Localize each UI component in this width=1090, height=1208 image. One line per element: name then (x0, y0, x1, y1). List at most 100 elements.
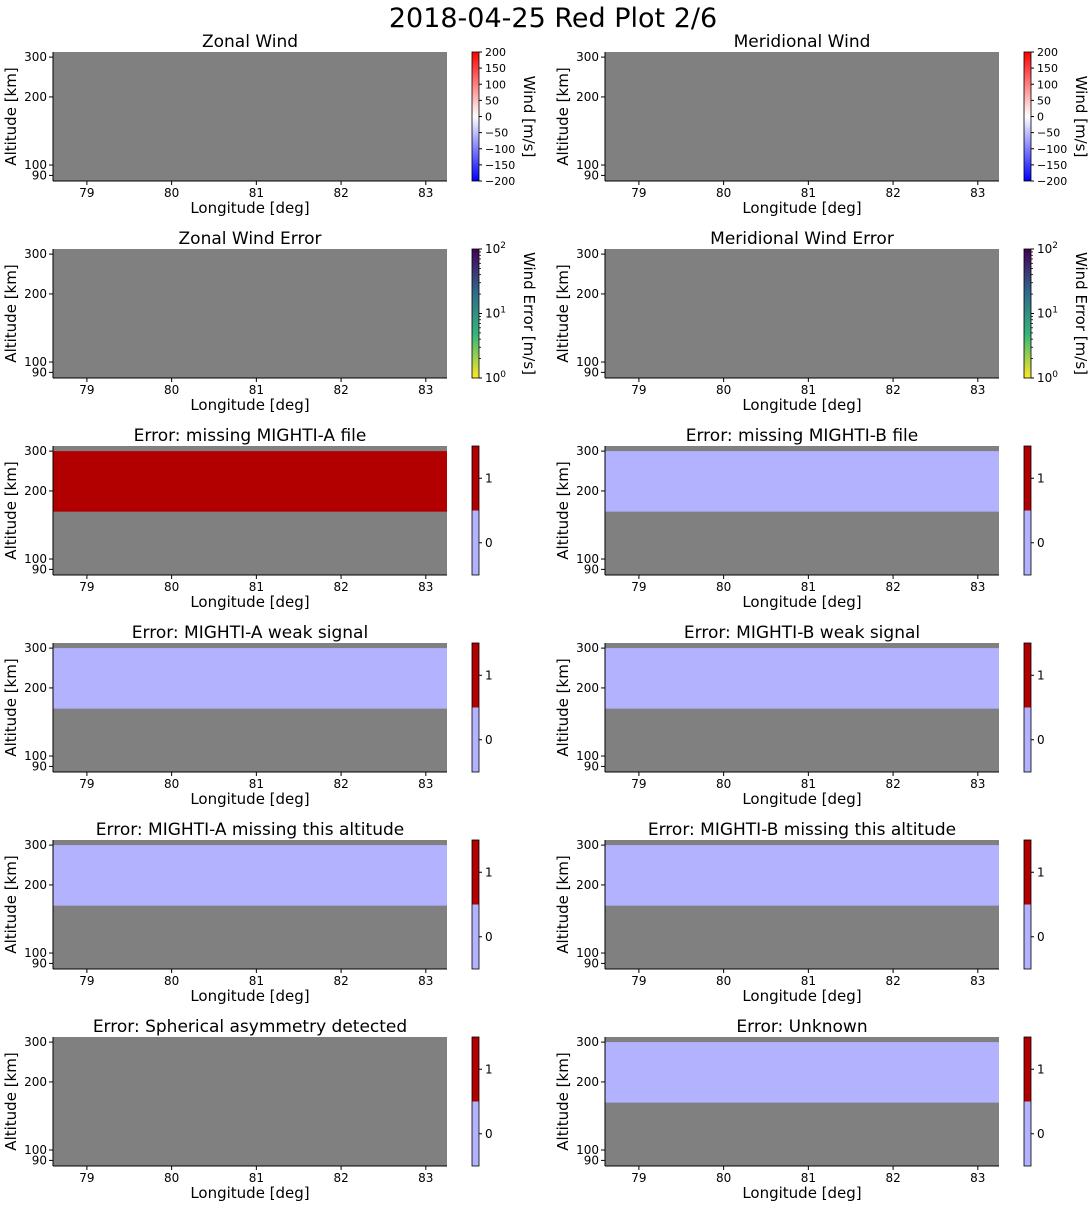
colorbar-tick-label: 0 (1037, 536, 1045, 550)
y-tick-label: 300 (576, 1035, 599, 1049)
colorbar-tick-label: 0 (485, 536, 493, 550)
y-axis-label: Altitude [km] (2, 658, 20, 756)
x-tick-label: 79 (631, 186, 646, 200)
colorbar-tick-label: 0 (485, 111, 492, 124)
colorbar-label: Wind [m/s] (520, 76, 538, 158)
x-tick-label: 81 (801, 186, 816, 200)
colorbar: 102 101 100 Wind Error [m/s] (1023, 241, 1090, 385)
y-tick-label: 300 (576, 838, 599, 852)
y-tick-label: 100 (576, 946, 599, 960)
x-tick-label: 79 (631, 777, 646, 791)
y-tick-label: 90 (584, 365, 599, 379)
colorbar-tick-label: 0 (1037, 733, 1045, 747)
x-tick-label: 83 (418, 777, 433, 791)
x-tick-label: 83 (418, 383, 433, 397)
y-tick-label: 200 (24, 681, 47, 695)
x-tick-label: 81 (249, 580, 264, 594)
y-tick-label: 300 (24, 50, 47, 64)
colorbar-tick-label: 102 (1037, 241, 1058, 256)
x-tick-label: 79 (631, 580, 646, 594)
y-tick-label: 100 (24, 355, 47, 369)
y-tick-label: 200 (576, 1075, 599, 1089)
colorbar-tick-label: 1 (1037, 668, 1045, 682)
colorbar-tick-label: 0 (1037, 111, 1044, 124)
colorbar-frame (471, 445, 480, 576)
y-tick-label: 100 (576, 355, 599, 369)
x-tick-label: 81 (249, 777, 264, 791)
y-tick-label: 300 (24, 1035, 47, 1049)
y-axis-label: Altitude [km] (554, 658, 572, 756)
colorbar-segment-0 (1024, 510, 1031, 575)
x-tick-label: 79 (79, 974, 94, 988)
colorbar-gradient (1023, 248, 1032, 379)
y-axis-label: Altitude [km] (554, 855, 572, 953)
x-tick-label: 82 (885, 383, 900, 397)
x-tick-label: 81 (249, 383, 264, 397)
x-axis-label: Longitude [deg] (742, 199, 861, 217)
colorbar-segment-0 (1024, 707, 1031, 772)
panel-title: Error: MIGHTI-A weak signal (132, 623, 368, 643)
panel-title: Error: missing MIGHTI-B file (686, 426, 918, 446)
panel-4: Error: missing MIGHTI-A file 79 80 81 82 83 90… (2, 426, 493, 611)
y-tick-label: 200 (24, 1075, 47, 1089)
panel-title: Error: MIGHTI-A missing this altitude (96, 820, 404, 840)
panel-title: Zonal Wind Error (179, 229, 322, 249)
colorbar-frame (471, 642, 480, 773)
x-tick-label: 83 (970, 777, 985, 791)
colorbar-segment-1 (1024, 840, 1031, 905)
y-tick-label: 100 (24, 749, 47, 763)
colorbar-tick-label: 150 (485, 62, 506, 75)
y-tick-label: 100 (24, 946, 47, 960)
colorbar-frame (1023, 1036, 1032, 1167)
panel-title: Meridional Wind (734, 32, 871, 52)
x-axis-label: Longitude [deg] (742, 790, 861, 808)
y-tick-label: 200 (576, 484, 599, 498)
plot-background (605, 249, 999, 378)
x-tick-label: 80 (716, 186, 731, 200)
x-tick-label: 82 (885, 186, 900, 200)
x-axis-label: Longitude [deg] (742, 593, 861, 611)
y-tick-label: 100 (576, 1143, 599, 1157)
colorbar-tick-label: −150 (1037, 159, 1067, 172)
colorbar-tick-label: −100 (485, 143, 515, 156)
x-tick-label: 80 (716, 580, 731, 594)
colorbar-tick-label: −50 (485, 127, 508, 140)
x-tick-label: 80 (164, 186, 179, 200)
x-tick-label: 82 (885, 580, 900, 594)
colorbar-segment-1 (472, 643, 479, 708)
x-tick-label: 82 (333, 580, 348, 594)
colorbar-label: Wind Error [m/s] (1072, 252, 1090, 375)
colorbar-frame (1023, 839, 1032, 970)
colorbar-tick-label: −200 (1037, 175, 1067, 188)
x-tick-label: 79 (631, 1171, 646, 1185)
x-tick-label: 83 (418, 974, 433, 988)
x-tick-label: 80 (164, 580, 179, 594)
x-tick-label: 79 (79, 777, 94, 791)
panel-title: Meridional Wind Error (710, 229, 894, 249)
colorbar-segment-1 (1024, 446, 1031, 511)
figure-title: 2018-04-25 Red Plot 2/6 (389, 3, 717, 34)
y-tick-label: 90 (584, 759, 599, 773)
y-tick-label: 300 (576, 444, 599, 458)
x-tick-label: 82 (333, 974, 348, 988)
colorbar-tick-label: −100 (1037, 143, 1067, 156)
plot-background (53, 249, 447, 378)
panel-9: Error: MIGHTI-B missing this altitude 79 8… (554, 820, 1045, 1005)
colorbar-tick-label: −150 (485, 159, 515, 172)
y-tick-label: 200 (576, 90, 599, 104)
colorbar-tick-label: 1 (485, 865, 493, 879)
x-tick-label: 82 (333, 186, 348, 200)
x-tick-label: 83 (418, 580, 433, 594)
y-tick-label: 300 (576, 50, 599, 64)
x-tick-label: 81 (801, 383, 816, 397)
x-tick-label: 82 (885, 1171, 900, 1185)
x-tick-label: 79 (631, 974, 646, 988)
panel-title: Error: Unknown (736, 1017, 867, 1037)
x-tick-label: 81 (249, 974, 264, 988)
flag-region (605, 1042, 999, 1103)
colorbar-gradient (1023, 51, 1032, 182)
